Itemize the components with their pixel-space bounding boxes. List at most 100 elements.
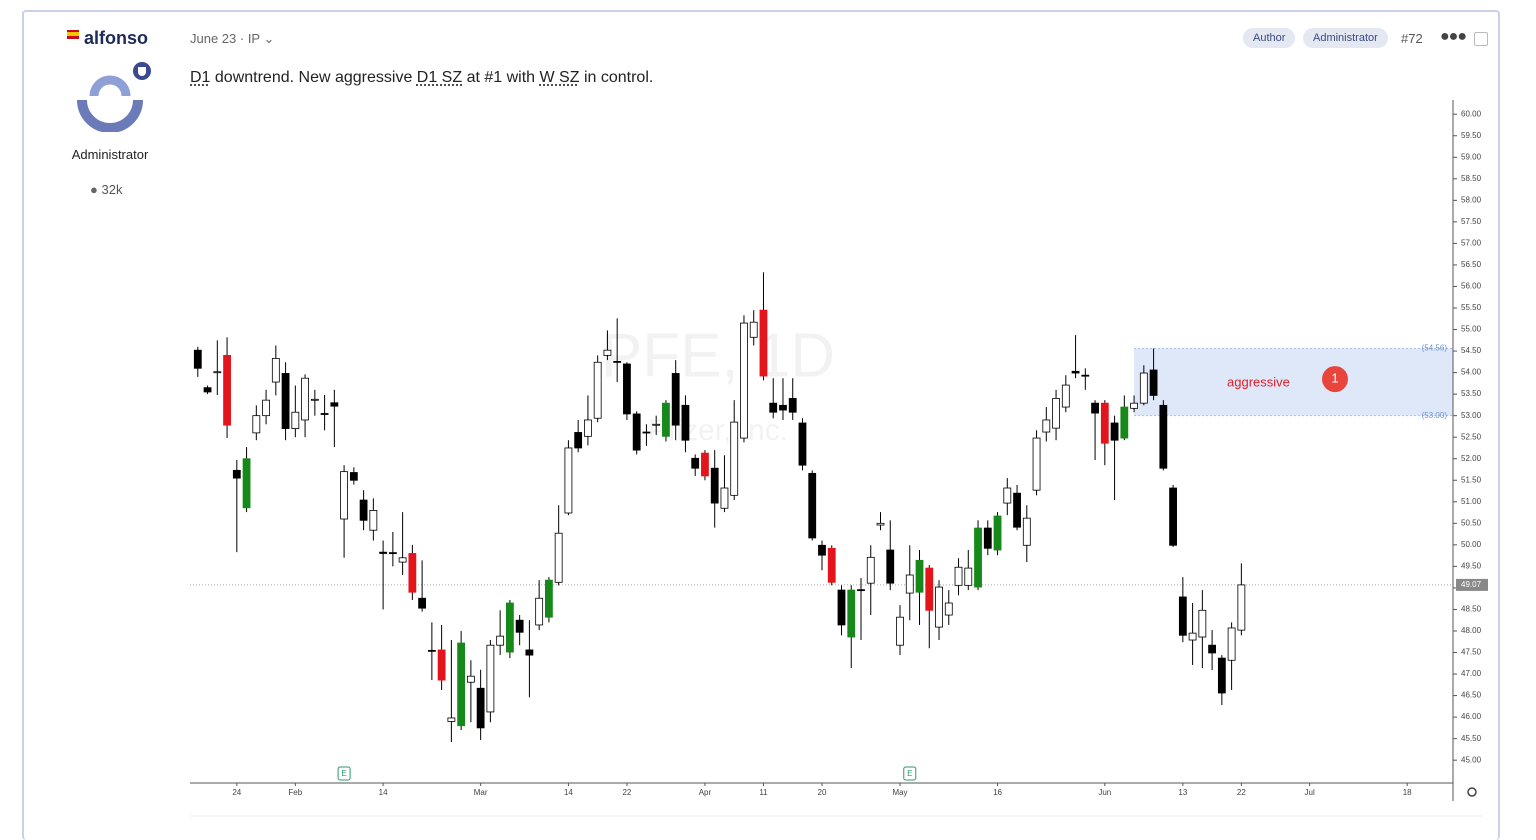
x-tick-label: 14 bbox=[564, 788, 573, 797]
candle-body bbox=[515, 619, 524, 633]
candle-body bbox=[642, 431, 651, 434]
post-card bbox=[22, 10, 1500, 840]
y-tick-label: 54.50 bbox=[1461, 346, 1482, 355]
candle-body bbox=[447, 717, 456, 722]
post-number[interactable]: #72 bbox=[1401, 31, 1423, 46]
candle-body bbox=[388, 552, 397, 555]
select-checkbox[interactable] bbox=[1474, 32, 1488, 46]
settings-icon[interactable] bbox=[1467, 787, 1477, 797]
author-name[interactable]: alfonso bbox=[84, 28, 149, 48]
candle-body bbox=[271, 357, 280, 383]
zone-marker bbox=[1321, 366, 1348, 393]
y-tick-label: 52.00 bbox=[1461, 454, 1482, 463]
abbr: D1 SZ bbox=[416, 69, 463, 86]
text: at #1 with bbox=[462, 69, 540, 86]
y-tick-label: 48.00 bbox=[1461, 626, 1482, 635]
candle-body bbox=[359, 499, 368, 521]
candle-body bbox=[203, 387, 212, 393]
candle-body bbox=[330, 402, 339, 407]
candle-body bbox=[1071, 370, 1080, 374]
candle-body bbox=[545, 579, 553, 618]
candle-body bbox=[818, 544, 826, 556]
candle-body bbox=[242, 458, 251, 509]
text: downtrend. New aggressive bbox=[210, 69, 417, 86]
candle-body bbox=[418, 597, 427, 609]
x-tick-label: 22 bbox=[1237, 788, 1246, 797]
candle-body bbox=[554, 532, 563, 583]
candle-body bbox=[1091, 402, 1099, 414]
y-tick-label: 59.00 bbox=[1461, 152, 1482, 161]
x-tick-label: 24 bbox=[232, 788, 241, 797]
candle-body bbox=[584, 419, 592, 437]
candle-body bbox=[740, 322, 748, 439]
candle-body bbox=[779, 404, 787, 411]
candle-body bbox=[857, 589, 865, 592]
candle-body bbox=[1061, 384, 1070, 408]
candle-body bbox=[193, 349, 202, 369]
candle-body bbox=[535, 597, 544, 626]
candle-body bbox=[720, 487, 729, 509]
candle-body bbox=[281, 373, 290, 429]
more-menu[interactable]: ●●● bbox=[1440, 28, 1467, 45]
candle-body bbox=[457, 642, 466, 727]
candle-body bbox=[593, 361, 602, 419]
candle-body bbox=[964, 567, 973, 586]
candle-body bbox=[398, 557, 407, 563]
y-tick-label: 45.50 bbox=[1461, 734, 1482, 743]
candle-body bbox=[1100, 402, 1109, 444]
abbr: W SZ bbox=[539, 69, 580, 86]
candle-body bbox=[1013, 492, 1021, 528]
role-badge: Administrator bbox=[1303, 28, 1388, 48]
candle-body bbox=[954, 566, 963, 586]
candle-body bbox=[320, 413, 329, 415]
x-tick-label: 11 bbox=[759, 788, 768, 797]
candle-body bbox=[1130, 402, 1138, 409]
candle-body bbox=[466, 675, 475, 683]
y-tick-label: 57.00 bbox=[1461, 239, 1482, 248]
role: Administrator bbox=[71, 147, 149, 162]
candle-body bbox=[1208, 644, 1217, 654]
y-tick-label: 53.50 bbox=[1461, 389, 1482, 398]
event-label: E bbox=[341, 769, 346, 778]
candle-body bbox=[798, 422, 807, 466]
x-tick-label: 16 bbox=[993, 788, 1002, 797]
candle-body bbox=[1042, 419, 1051, 433]
x-tick-label: Jul bbox=[1305, 788, 1315, 797]
candle-body bbox=[437, 649, 446, 681]
zone bbox=[1134, 348, 1453, 416]
candle-body bbox=[486, 644, 495, 713]
candle-body bbox=[340, 471, 348, 520]
candle-body bbox=[847, 589, 856, 638]
candle-body bbox=[730, 421, 739, 496]
x-tick-label: Apr bbox=[699, 788, 712, 797]
y-tick-label: 57.50 bbox=[1461, 217, 1482, 226]
avatar[interactable] bbox=[72, 60, 156, 132]
date-text: June 23 · IP bbox=[190, 31, 260, 46]
x-tick-label: Jun bbox=[1098, 788, 1111, 797]
zone-marker-label: 1 bbox=[1331, 371, 1338, 386]
candle-body bbox=[671, 373, 680, 426]
post-date[interactable]: June 23 · IP ⌄ bbox=[190, 31, 275, 46]
y-tick-label: 51.50 bbox=[1461, 475, 1482, 484]
candle-body bbox=[974, 527, 982, 588]
candle-body bbox=[525, 649, 534, 656]
watermark: PFE, 1D bbox=[601, 321, 835, 390]
text: in control. bbox=[579, 69, 654, 86]
y-tick-label: 46.50 bbox=[1461, 691, 1482, 700]
y-tick-label: 47.50 bbox=[1461, 648, 1482, 657]
candle-body bbox=[662, 402, 670, 437]
candle-body bbox=[759, 309, 768, 377]
candle-body bbox=[379, 551, 388, 554]
y-tick-label: 56.50 bbox=[1461, 260, 1482, 269]
y-tick-label: 50.00 bbox=[1461, 540, 1482, 549]
candle-body bbox=[993, 515, 1002, 551]
y-tick-label: 55.00 bbox=[1461, 325, 1482, 334]
candle-body bbox=[935, 586, 943, 628]
y-tick-label: 58.00 bbox=[1461, 195, 1482, 204]
candle-body bbox=[905, 574, 914, 594]
candle-body bbox=[652, 423, 661, 426]
x-tick-label: 20 bbox=[818, 788, 827, 797]
candle-body bbox=[896, 616, 904, 646]
candle-body bbox=[564, 447, 573, 514]
y-tick-label: 49.50 bbox=[1461, 561, 1482, 570]
